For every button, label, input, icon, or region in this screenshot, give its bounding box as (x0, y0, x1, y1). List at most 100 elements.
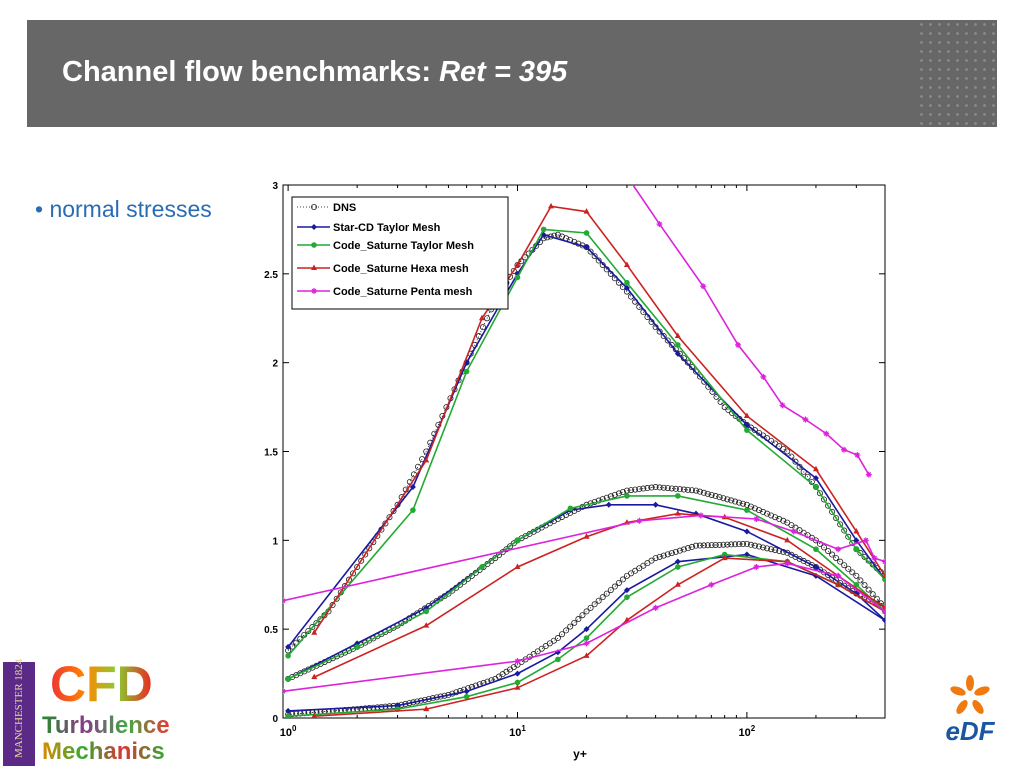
dns-point (845, 565, 852, 572)
dns-point (479, 324, 486, 331)
dns-point (563, 627, 570, 634)
circle-marker (423, 608, 430, 615)
diamond-marker (623, 587, 630, 594)
star-marker (835, 572, 842, 579)
diamond-marker (743, 551, 750, 558)
diamond-marker (605, 501, 612, 508)
dns-point (599, 261, 606, 268)
circle-marker (463, 693, 470, 700)
legend-label: DNS (333, 202, 356, 214)
star-marker (697, 512, 704, 519)
series-line (287, 234, 885, 651)
mechanics-logo-text: Mechanics (42, 738, 165, 765)
dns-point (358, 557, 365, 564)
dns-point (712, 493, 719, 500)
dns-point (607, 587, 614, 594)
star-marker (802, 416, 809, 423)
dns-point (784, 448, 791, 455)
dns-point (680, 546, 687, 553)
triangle-marker (423, 705, 430, 712)
dns-point (853, 572, 860, 579)
triangle-marker (311, 712, 318, 718)
dns-point (693, 542, 700, 549)
dns-point (554, 231, 561, 238)
x-tick-label: 101 (509, 724, 526, 739)
series-line (314, 557, 885, 718)
dns-point (544, 234, 551, 241)
triangle-marker (674, 332, 681, 339)
edf-text: eDF (945, 716, 995, 746)
star-marker (753, 563, 760, 570)
triangle-marker (674, 510, 681, 516)
dns-point (776, 443, 783, 450)
triangle-marker (514, 261, 521, 267)
dns-point (747, 503, 754, 510)
dns-point (311, 204, 318, 211)
y-tick-label: 0 (272, 714, 278, 725)
diamond-marker (409, 484, 416, 491)
star-marker (583, 640, 590, 647)
dns-point (603, 590, 610, 597)
dns-point (841, 562, 848, 569)
y-tick-label: 0.5 (264, 625, 278, 636)
x-tick-exponent: 1 (521, 724, 526, 733)
circle-marker (514, 274, 521, 281)
circle-marker (285, 713, 291, 718)
circle-marker (583, 635, 590, 641)
triangle-marker (623, 261, 630, 267)
dns-point (724, 496, 731, 503)
dns-point (457, 687, 464, 694)
triangle-marker (784, 536, 791, 543)
dns-point (684, 486, 691, 493)
dns-point (309, 624, 316, 631)
dns-point (648, 484, 655, 491)
dns-point (354, 563, 361, 570)
y-tick-label: 2 (272, 359, 278, 370)
dns-point (313, 620, 320, 627)
dns-point (821, 496, 828, 503)
dns-point (829, 551, 836, 558)
dns-point (534, 648, 541, 655)
dns-point (720, 541, 727, 548)
dns-point (615, 579, 622, 586)
dns-point (619, 489, 626, 496)
triangle-marker (311, 673, 318, 680)
dns-point (756, 543, 763, 550)
circle-marker (675, 493, 681, 499)
dns-point (558, 233, 565, 240)
dns-point (636, 486, 643, 493)
dns-point (780, 445, 787, 452)
circle-marker (285, 676, 291, 682)
diamond-marker (514, 670, 521, 677)
dns-point (362, 551, 369, 558)
y-tick-label: 1 (272, 536, 278, 547)
dns-point (611, 491, 618, 498)
dns-point (833, 515, 840, 522)
dns-point (415, 463, 422, 470)
dns-point (688, 543, 695, 550)
dns-point (546, 640, 553, 647)
dns-point (764, 510, 771, 517)
dns-point (747, 541, 754, 548)
dns-point (751, 505, 758, 512)
dns-point (542, 643, 549, 650)
x-tick-exponent: 0 (292, 724, 297, 733)
dns-point (693, 487, 700, 494)
dns-point (382, 520, 389, 527)
dns-point (652, 484, 659, 491)
star-marker (514, 658, 521, 665)
dns-point (825, 571, 832, 578)
dns-point (668, 485, 675, 492)
dns-point (829, 508, 836, 515)
diamond-marker (285, 643, 292, 650)
star-marker (636, 517, 643, 524)
dns-point (768, 512, 775, 519)
circle-marker (540, 226, 547, 233)
triangle-marker (514, 684, 521, 690)
dns-point (825, 502, 832, 509)
turbulence-logo-text: Turbulence (42, 712, 170, 739)
triangle-marker (882, 604, 885, 610)
triangle-marker (423, 622, 430, 628)
y-tick-label: 2.5 (264, 270, 278, 281)
dns-point (656, 553, 663, 560)
